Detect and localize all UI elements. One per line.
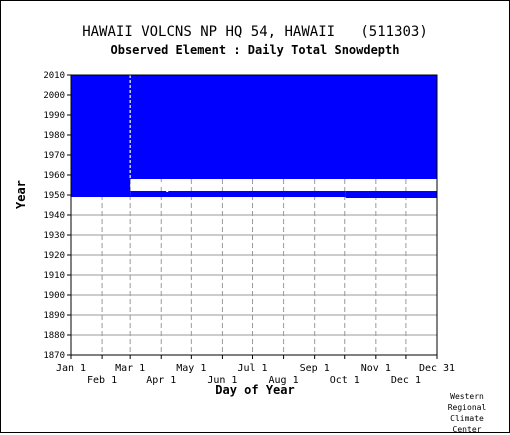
x-tick-label: Apr 1 <box>146 375 176 386</box>
y-tick-label: 2000 <box>43 91 65 101</box>
x-tick-label: Aug 1 <box>269 375 299 386</box>
y-tick-label: 1940 <box>43 211 65 221</box>
y-tick-label: 1930 <box>43 231 65 241</box>
data-block <box>71 75 437 179</box>
y-tick-label: 1970 <box>43 151 65 161</box>
y-tick-label: 1990 <box>43 111 65 121</box>
y-axis-label: Year <box>14 180 28 209</box>
y-tick-label: 1920 <box>43 251 65 261</box>
y-tick-label: 1910 <box>43 271 65 281</box>
y-tick-label: 1950 <box>43 191 65 201</box>
y-tick-label: 1980 <box>43 131 65 141</box>
data-gap-dot <box>166 190 169 192</box>
x-tick-label: Oct 1 <box>330 375 360 386</box>
y-tick-label: 1880 <box>43 331 65 341</box>
x-tick-label: May 1 <box>176 363 206 374</box>
x-axis-label: Day of Year <box>215 383 295 397</box>
credit-block: Western Regional Climate Center <box>437 391 497 435</box>
credit-line-3: Climate <box>450 414 484 423</box>
x-tick-label: Jun 1 <box>207 375 237 386</box>
x-tick-label: Feb 1 <box>87 375 117 386</box>
y-tick-label: 1870 <box>43 351 65 361</box>
credit-line-1: Western <box>450 392 484 401</box>
x-tick-label: Sep 1 <box>300 363 330 374</box>
x-tick-label: Dec 1 <box>391 375 421 386</box>
data-block <box>130 191 346 197</box>
y-tick-label: 1900 <box>43 291 65 301</box>
credit-line-4: Center <box>452 425 482 434</box>
x-tick-label: Nov 1 <box>361 363 391 374</box>
chart-subtitle: Observed Element : Daily Total Snowdepth <box>110 43 400 57</box>
x-tick-label: Jan 1 <box>56 363 86 374</box>
credit-line-2: Regional <box>447 403 487 412</box>
x-tick-label: Dec 31 <box>419 363 455 374</box>
x-tick-label: Jul 1 <box>237 363 267 374</box>
x-tick-label: Mar 1 <box>115 363 145 374</box>
y-tick-label: 1960 <box>43 171 65 181</box>
y-tick-label: 1890 <box>43 311 65 321</box>
data-block <box>345 191 437 198</box>
chart-title: HAWAII VOLCNS NP HQ 54, HAWAII (511303) <box>82 24 428 40</box>
data-block <box>71 179 131 197</box>
y-tick-label: 2010 <box>43 71 65 81</box>
